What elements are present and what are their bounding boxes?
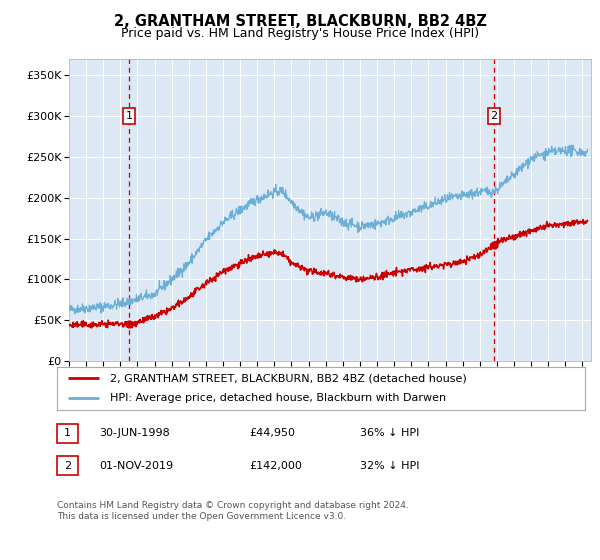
Text: £44,950: £44,950 — [249, 428, 295, 438]
Text: 2: 2 — [490, 111, 497, 121]
Text: 1: 1 — [64, 428, 71, 438]
Text: £142,000: £142,000 — [249, 461, 302, 471]
Text: 1: 1 — [125, 111, 133, 121]
Text: 2: 2 — [64, 461, 71, 471]
Text: 01-NOV-2019: 01-NOV-2019 — [99, 461, 173, 471]
Text: Price paid vs. HM Land Registry's House Price Index (HPI): Price paid vs. HM Land Registry's House … — [121, 27, 479, 40]
Text: 36% ↓ HPI: 36% ↓ HPI — [360, 428, 419, 438]
Text: 2, GRANTHAM STREET, BLACKBURN, BB2 4BZ: 2, GRANTHAM STREET, BLACKBURN, BB2 4BZ — [113, 14, 487, 29]
Text: 2, GRANTHAM STREET, BLACKBURN, BB2 4BZ (detached house): 2, GRANTHAM STREET, BLACKBURN, BB2 4BZ (… — [110, 374, 467, 384]
Text: HPI: Average price, detached house, Blackburn with Darwen: HPI: Average price, detached house, Blac… — [110, 393, 446, 403]
Text: 32% ↓ HPI: 32% ↓ HPI — [360, 461, 419, 471]
Text: Contains HM Land Registry data © Crown copyright and database right 2024.
This d: Contains HM Land Registry data © Crown c… — [57, 501, 409, 521]
Text: 30-JUN-1998: 30-JUN-1998 — [99, 428, 170, 438]
